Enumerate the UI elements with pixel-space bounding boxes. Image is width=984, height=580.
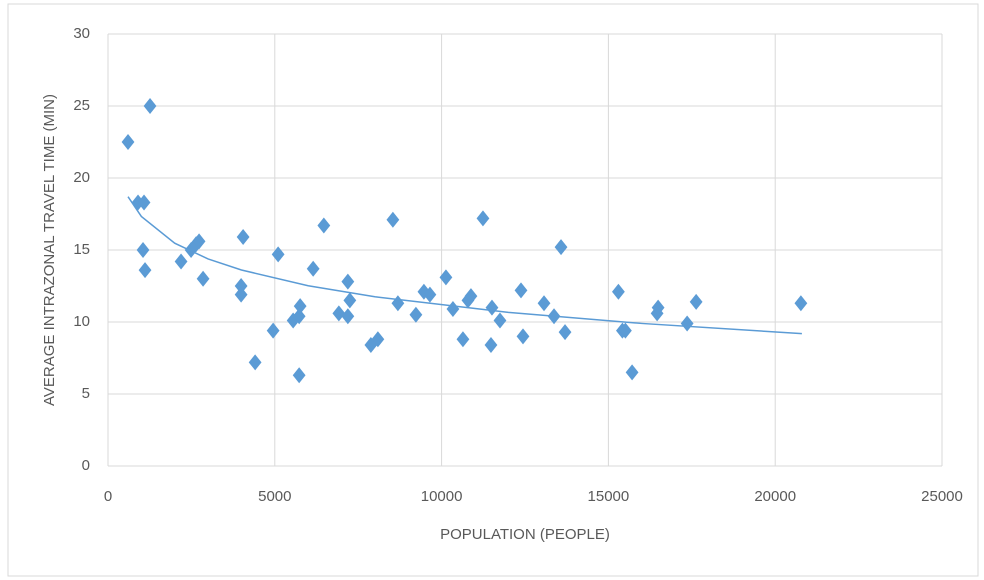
x-axis-title: POPULATION (PEOPLE): [440, 526, 610, 543]
scatter-point: [371, 331, 385, 348]
x-tick-label: 15000: [588, 488, 630, 505]
scatter-point: [234, 286, 248, 303]
scatter-point: [266, 322, 280, 339]
scatter-point: [317, 217, 331, 234]
x-tick-label: 5000: [258, 488, 291, 505]
scatter-point: [234, 278, 248, 294]
scatter-point: [293, 298, 307, 315]
scatter-point: [554, 239, 568, 256]
scatter-point: [271, 246, 285, 263]
scatter-point: [612, 283, 625, 300]
x-tick-label: 25000: [921, 488, 963, 505]
scatter-point: [138, 262, 152, 279]
scatter-point: [514, 282, 528, 299]
x-tick-label: 0: [104, 488, 112, 505]
trend-line: [127, 196, 802, 335]
scatter-point: [137, 194, 151, 211]
scatter-point: [341, 273, 355, 290]
scatter-point: [136, 242, 150, 258]
chart-frame: [7, 3, 979, 577]
scatter-point: [439, 269, 453, 286]
scatter-point: [456, 331, 470, 348]
scatter-point: [292, 367, 306, 384]
y-tick-label: 10: [73, 313, 90, 330]
scatter-point: [292, 308, 306, 325]
y-tick-label: 5: [82, 385, 90, 402]
scatter-point: [236, 229, 250, 246]
scatter-point: [625, 364, 639, 381]
scatter-point: [476, 210, 490, 227]
scatter-point: [464, 288, 478, 305]
scatter-point: [341, 308, 355, 325]
scatter-point: [485, 299, 499, 316]
x-tick-label: 20000: [754, 488, 796, 505]
scatter-point: [306, 260, 320, 277]
scatter-point: [192, 233, 206, 250]
scatter-point: [537, 295, 551, 312]
scatter-point: [516, 328, 530, 345]
y-tick-label: 15: [73, 241, 90, 258]
scatter-point: [409, 306, 423, 323]
y-tick-label: 25: [73, 97, 90, 114]
scatter-point: [143, 98, 157, 114]
scatter-point: [423, 286, 437, 303]
y-tick-label: 0: [82, 457, 90, 474]
y-tick-label: 20: [73, 169, 90, 186]
scatter-point: [343, 292, 357, 309]
scatter-point: [121, 134, 135, 150]
scatter-point: [386, 211, 400, 228]
x-tick-label: 10000: [421, 488, 463, 505]
y-axis-title: AVERAGE INTRAZONAL TRAVEL TIME (MIN): [41, 94, 58, 406]
scatter-point: [493, 312, 507, 329]
scatter-point: [558, 324, 572, 341]
scatter-point: [332, 305, 346, 322]
y-tick-label: 30: [73, 25, 90, 42]
scatter-point: [174, 253, 188, 270]
scatter-point: [651, 299, 665, 316]
scatter-point: [248, 354, 262, 371]
scatter-point: [484, 337, 498, 354]
scatter-point: [794, 295, 808, 312]
scatter-point: [196, 270, 210, 287]
scatter-point: [461, 292, 475, 309]
scatter-point: [619, 322, 632, 339]
scatter-point: [680, 315, 694, 332]
scatter-point: [689, 293, 703, 310]
